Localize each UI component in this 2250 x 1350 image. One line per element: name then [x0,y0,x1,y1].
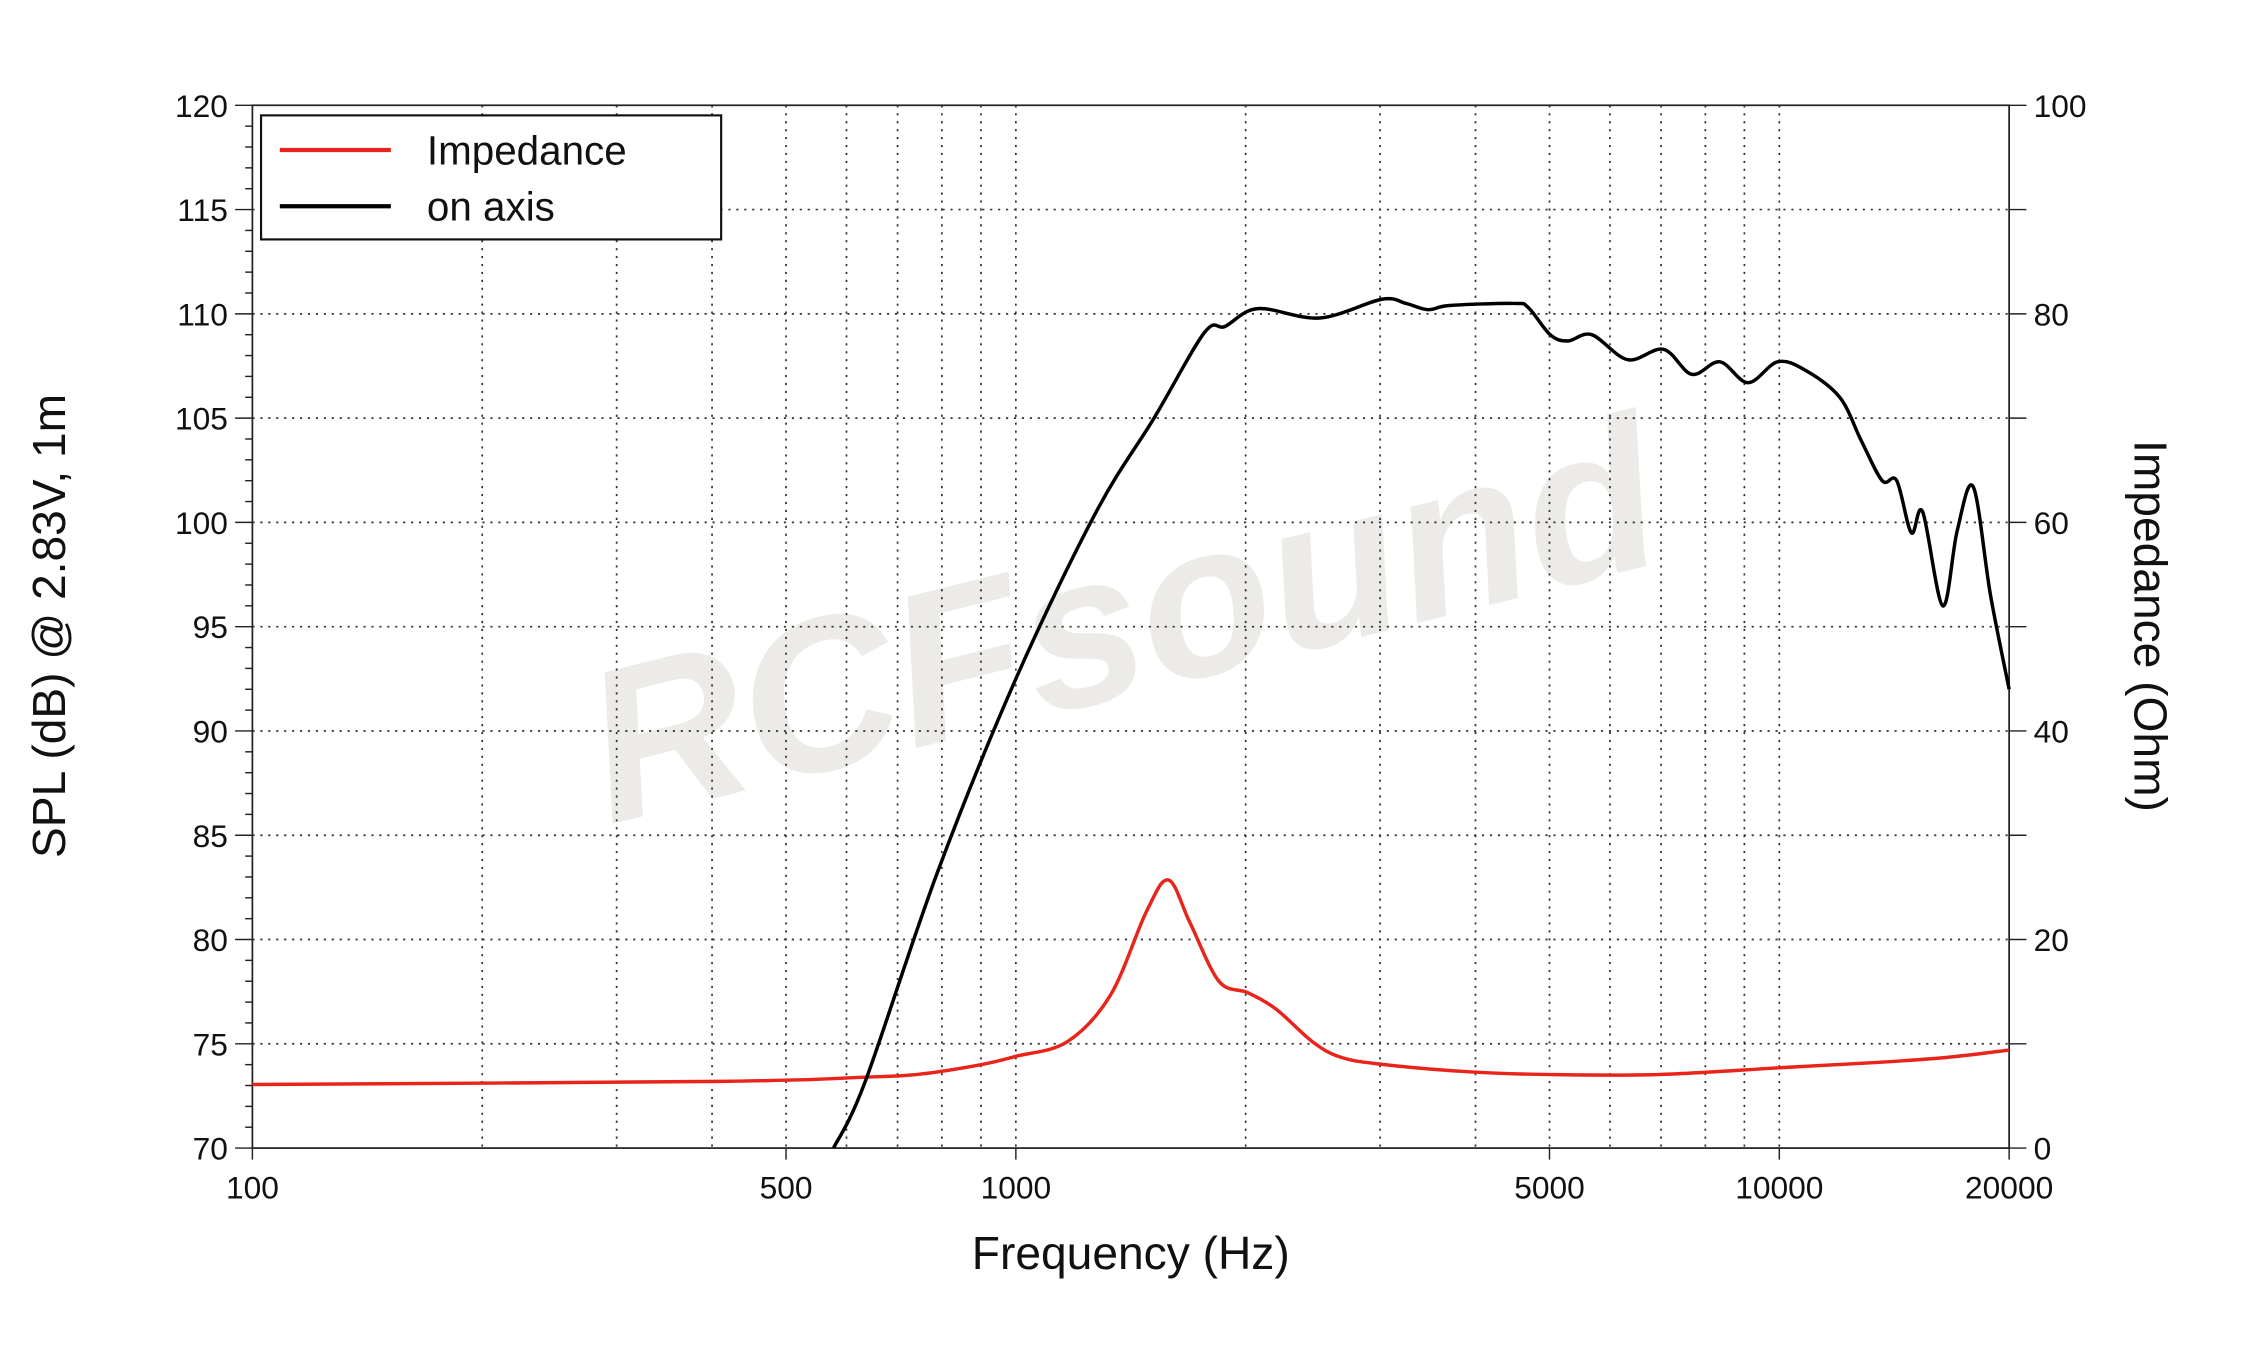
x-tick-label: 1000 [981,1170,1052,1206]
y2-tick-label: 80 [2034,296,2069,332]
y-tick-label: 70 [193,1131,228,1167]
legend-label-on-axis: on axis [427,184,555,230]
y2-axis-title: Impedance (Ohm) [2125,440,2177,812]
legend-box [259,114,723,241]
x-tick-label: 20000 [1965,1170,2053,1206]
watermark-text: RCFsound [562,369,1685,869]
y-tick-label: 115 [177,192,228,228]
y2-tick-label: 40 [2034,714,2069,750]
y2-tick-label: 100 [2034,88,2087,124]
y2-tick-label: 20 [2034,922,2069,958]
series-lines [252,296,2011,1149]
y2-tick-label: 0 [2034,1131,2052,1167]
x-tick-label: 100 [226,1170,279,1206]
x-tick-label: 5000 [1514,1170,1585,1206]
legend-label-impedance: Impedance [427,127,627,173]
watermark-logo: RCFsound [562,369,1685,869]
y-tick-label: 80 [193,922,228,958]
y-tick-label: 90 [193,714,228,750]
y2-tick-label: 60 [2034,505,2069,541]
y-tick-label: 105 [175,401,228,437]
series-line-on-axis [831,296,2011,1149]
x-axis-title: Frequency (Hz) [972,1227,1290,1279]
y-tick-label: 75 [193,1026,228,1062]
legend: Impedance on axis [259,114,723,241]
x-tick-label: 500 [760,1170,813,1206]
x-tick-label: 10000 [1735,1170,1823,1206]
y-tick-label: 110 [177,296,228,332]
y-tick-label: 100 [175,505,228,541]
series-line-impedance [252,878,2010,1087]
y-tick-label: 85 [193,818,228,854]
y-tick-label: 95 [193,609,228,645]
y-tick-label: 120 [175,88,228,124]
y-axis-title: SPL (dB) @ 2.83V, 1m [23,394,75,858]
axis-ticks: 70 75 80 85 90 95 100 105 110 115 120 0 20 40 60 80 100 1… [175,88,2087,1206]
